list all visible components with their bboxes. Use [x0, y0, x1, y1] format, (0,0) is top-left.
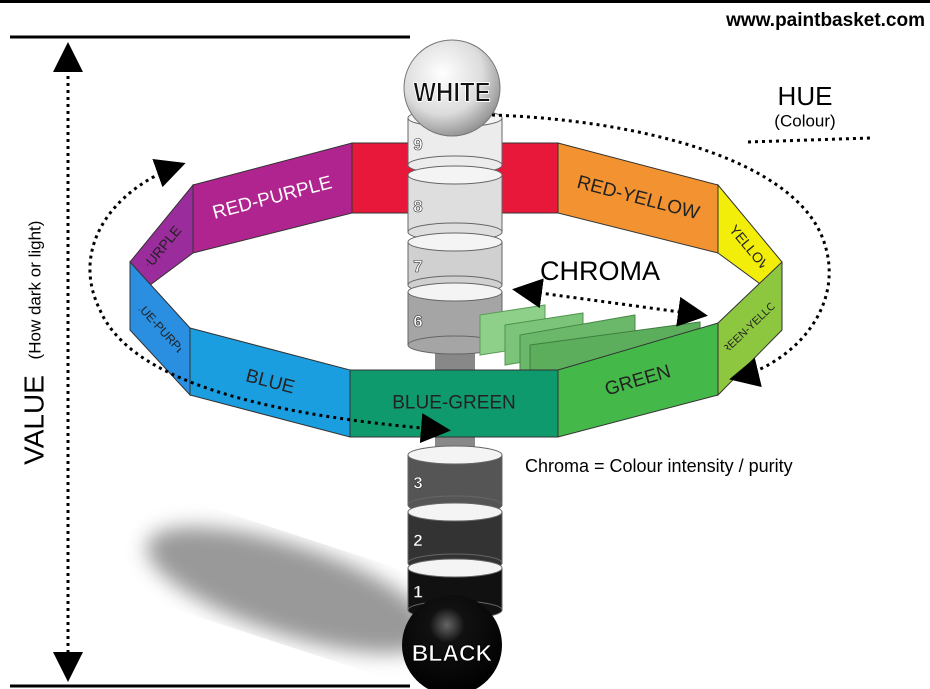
munsell-diagram: www.paintbasket.com VALUE (How dark or l… [0, 0, 930, 689]
value-disc-top [408, 446, 502, 464]
value-level: 6 [413, 312, 422, 331]
value-label-group: VALUE (How dark or light) [18, 221, 49, 465]
hue-sublabel: (Colour) [774, 111, 835, 130]
hue-segment-label: BLUE-GREEN [392, 393, 516, 414]
value-disc-top [408, 559, 502, 577]
chroma-definition: Chroma = Colour intensity / purity [525, 456, 793, 476]
value-disc-top [408, 166, 502, 184]
value-level: 1 [413, 582, 422, 601]
value-column: 9 8 7 6 3 2 1 WHITE BLACK [402, 40, 502, 689]
chroma-label: CHROMA [540, 256, 660, 286]
value-disc-top [408, 283, 502, 301]
value-level: 2 [413, 531, 422, 550]
value-sublabel: (How dark or light) [25, 221, 44, 360]
shadow [133, 501, 446, 679]
value-disc-top [408, 503, 502, 521]
site-url: www.paintbasket.com [725, 10, 925, 31]
black-label: BLACK [412, 640, 493, 666]
value-disc-top [408, 233, 502, 251]
chroma-arrow [518, 290, 702, 315]
value-level: 8 [413, 197, 422, 216]
hue-label: HUE [778, 81, 833, 111]
value-level: 7 [413, 257, 422, 276]
white-label: WHITE [413, 78, 490, 108]
hue-pointer [748, 138, 870, 142]
value-level: 9 [413, 135, 422, 154]
value-label: VALUE [18, 375, 49, 465]
value-level: 3 [413, 473, 422, 492]
